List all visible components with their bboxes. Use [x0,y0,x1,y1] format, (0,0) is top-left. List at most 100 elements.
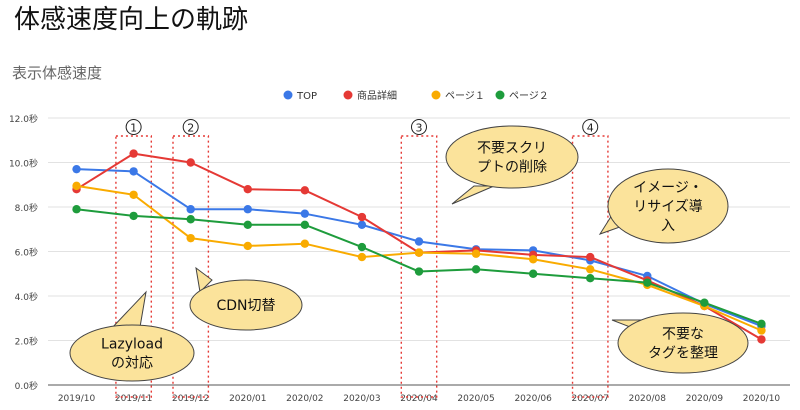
callout-bubble [189,279,303,331]
data-point [357,242,367,252]
data-point [186,233,195,243]
data-point [528,255,538,264]
callout-text: イメージ・ [633,180,703,196]
callouts: Lazyload の対応 CDN切替 不要スクリプトの削除イメージ・リサイズ導入不要な… [69,125,749,382]
y-tick-label: 10.0秒 [9,158,38,170]
milestone-number-circle [411,119,427,135]
x-axis-ticks: 2019/10 2019/11 2019/12 2020/01 2020/02 2020/… [58,394,781,404]
data-point [300,220,310,229]
data-point [129,167,138,176]
milestone-box [172,135,210,398]
legend-label: ページ１ [445,91,485,102]
y-tick-label: 12.0秒 [9,113,38,125]
callout-tail [451,185,495,205]
data-point [300,209,310,218]
chart-title: 表示体感速度 [12,64,102,82]
milestone-label: 1 [130,122,137,135]
milestone-number-circle [582,119,599,135]
data-point [72,164,81,174]
data-point [414,237,424,246]
milestone-number-circle [182,119,199,135]
data-point [643,278,652,287]
x-tick-label: 2020/06 [514,394,552,404]
x-tick-label: 2019/10 [58,394,96,404]
x-tick-label: 2020/02 [286,394,323,404]
data-point [586,274,595,283]
x-tick-label: 2020/09 [686,394,724,404]
data-point [72,205,81,214]
data-point [586,265,595,274]
x-tick-label: 2020/07 [572,394,609,404]
x-tick-label: 2020/05 [457,394,494,404]
callout-text: タグを整理 [648,346,718,362]
milestone-box [571,135,609,398]
milestone-label: 3 [416,122,423,135]
x-tick-label: 2020/01 [229,394,266,404]
y-tick-label: 0.0秒 [15,380,38,392]
x-tick-label: 2020/03 [343,394,380,404]
data-point [243,220,252,229]
callout-text: の対応 [111,356,153,372]
data-point [471,249,481,258]
legend-label: TOP [296,91,317,102]
data-point [186,215,195,224]
data-point [357,212,367,222]
legend-label: ページ２ [509,91,549,102]
callout-text: リサイズ導 [633,199,703,215]
callout-text: 不要な [662,327,704,343]
data-point [300,186,310,195]
legend-marker [343,90,353,100]
milestone-markers: 1 2 3 4 [115,119,609,398]
y-tick-label: 4.0秒 [15,291,38,303]
callout-text: Lazyload [101,337,163,353]
milestone-box [115,135,153,398]
callout-text: プトの削除 [477,160,547,176]
data-point [129,190,138,199]
data-point [586,252,595,262]
data-point [414,267,424,276]
data-point [757,335,766,344]
data-point [186,205,195,214]
y-tick-label: 2.0秒 [15,336,38,348]
milestone-label: 4 [587,122,594,135]
data-point [357,220,367,229]
y-axis-ticks: 0.0秒 2.0秒 4.0秒 6.0秒 8.0秒 10.0秒 12.0秒 [9,113,38,392]
data-point [757,326,766,335]
x-tick-label: 2020/08 [629,394,667,404]
legend: TOP 商品詳細 ページ１ ページ２ [283,89,549,102]
callout-tail [195,266,213,294]
callout-bubble [617,312,749,374]
callout-bubble [607,168,729,244]
milestone-number-circle [125,119,142,135]
legend-label: 商品詳細 [357,89,397,102]
x-tick-label: 2019/11 [115,394,152,404]
data-point [357,252,367,262]
milestone-box [400,135,438,398]
legend-marker [431,90,441,100]
data-point [757,319,766,329]
x-tick-label: 2020/10 [743,394,781,404]
callout-text: 入 [661,218,675,234]
data-point [700,298,709,307]
data-point [243,185,252,194]
milestone-label: 2 [187,122,194,135]
data-point [528,269,538,278]
data-point [300,239,310,248]
page-heading: 体感速度向上の軌跡 [14,5,248,35]
callout-bubble [445,125,579,189]
callout-text: CDN切替 [216,298,275,314]
data-point [471,265,481,274]
series-group [72,149,766,344]
legend-marker [495,90,505,100]
data-point [129,149,138,158]
data-point [129,211,138,221]
callout-bubble [69,324,195,382]
data-point [186,158,195,167]
callout-text: 不要スクリ [477,141,547,157]
y-tick-label: 8.0秒 [15,202,38,214]
legend-marker [283,90,293,100]
data-point [72,181,81,191]
x-tick-label: 2020/04 [400,394,438,404]
x-tick-label: 2019/12 [172,394,209,404]
